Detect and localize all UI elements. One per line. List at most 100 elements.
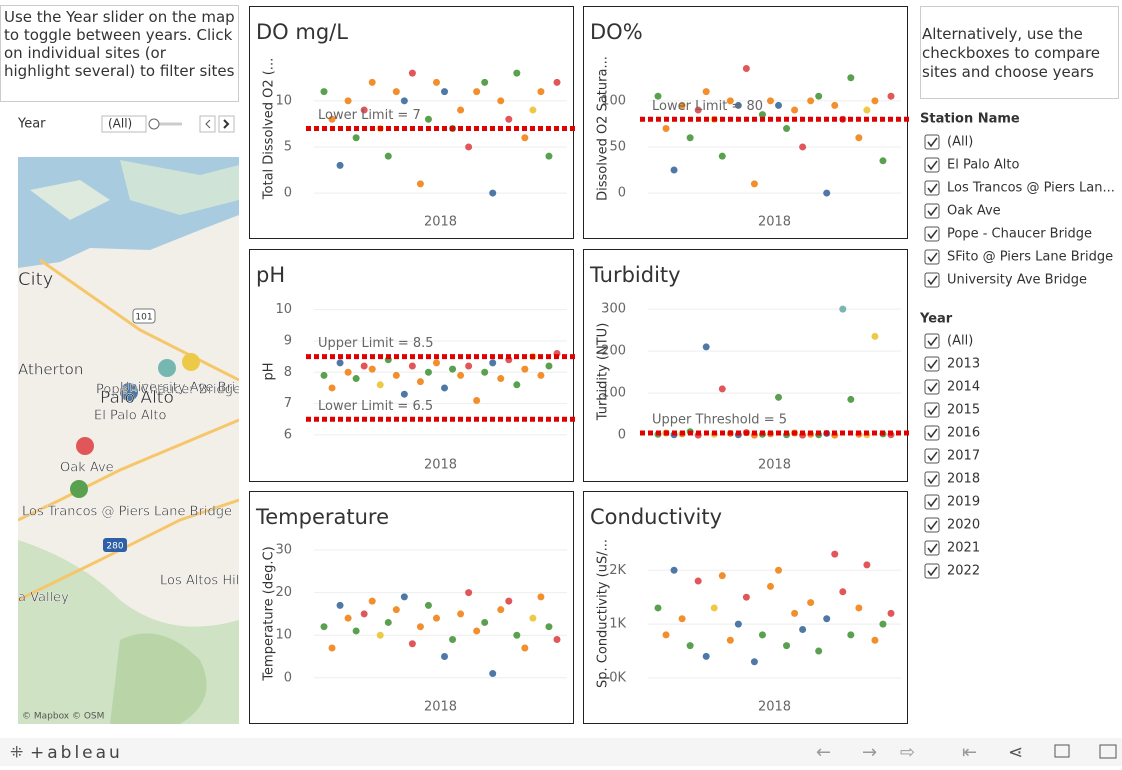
y-tick-label: 1K bbox=[609, 617, 626, 632]
y-axis-label: pH bbox=[262, 362, 277, 380]
data-point bbox=[727, 637, 734, 644]
data-point bbox=[401, 391, 408, 398]
checkbox[interactable] bbox=[925, 334, 939, 348]
filter-option[interactable]: Pope - Chaucer Bridge bbox=[947, 227, 1092, 242]
data-point bbox=[497, 606, 504, 613]
data-point bbox=[473, 88, 480, 95]
data-point bbox=[711, 604, 718, 611]
chart-title: Temperature bbox=[255, 505, 389, 529]
data-point bbox=[807, 599, 814, 606]
data-point bbox=[831, 102, 838, 109]
checkbox[interactable] bbox=[925, 380, 939, 394]
share[interactable]: ⋖ bbox=[1008, 742, 1023, 763]
y-tick-label: 9 bbox=[284, 333, 292, 348]
filter-option[interactable]: 2020 bbox=[947, 518, 980, 533]
checkbox[interactable] bbox=[925, 495, 939, 509]
station-dot[interactable] bbox=[76, 437, 94, 455]
data-point bbox=[337, 602, 344, 609]
filter-option[interactable]: 2019 bbox=[947, 495, 980, 510]
data-point bbox=[441, 384, 448, 391]
checkbox[interactable] bbox=[925, 158, 939, 172]
slider-thumb[interactable] bbox=[149, 119, 159, 129]
data-point bbox=[353, 134, 360, 141]
data-point bbox=[855, 134, 862, 141]
data-point bbox=[433, 359, 440, 366]
data-point bbox=[791, 107, 798, 114]
filter-option[interactable]: (All) bbox=[947, 334, 973, 349]
station-dot[interactable] bbox=[158, 359, 176, 377]
next-button[interactable] bbox=[219, 116, 234, 132]
reset[interactable]: ⇤ bbox=[962, 742, 977, 763]
checkbox[interactable] bbox=[925, 204, 939, 218]
checkbox[interactable] bbox=[925, 250, 939, 264]
chart-title: pH bbox=[256, 263, 285, 287]
checkbox[interactable] bbox=[925, 135, 939, 149]
data-point bbox=[473, 627, 480, 634]
redo[interactable]: → bbox=[862, 742, 877, 763]
filter-option[interactable]: 2017 bbox=[947, 449, 980, 464]
filter-option[interactable]: 2013 bbox=[947, 357, 980, 372]
y-tick-label: 0K bbox=[609, 670, 626, 685]
station-dot[interactable] bbox=[182, 353, 200, 371]
checkbox[interactable] bbox=[925, 564, 939, 578]
filter-option[interactable]: 2021 bbox=[947, 541, 980, 556]
checkbox[interactable] bbox=[925, 426, 939, 440]
data-point bbox=[457, 372, 464, 379]
filter-option[interactable]: SFito @ Piers Lane Bridge bbox=[947, 250, 1113, 265]
data-point bbox=[719, 153, 726, 160]
map-label: City bbox=[18, 269, 54, 290]
data-point bbox=[529, 615, 536, 622]
x-axis-label: 2018 bbox=[424, 700, 457, 715]
checkbox[interactable] bbox=[925, 273, 939, 287]
data-point bbox=[719, 572, 726, 579]
data-point bbox=[847, 74, 854, 81]
revert[interactable]: ⇨ bbox=[900, 742, 915, 763]
checkbox[interactable] bbox=[925, 541, 939, 555]
filter-option[interactable]: 2022 bbox=[947, 564, 980, 579]
filter-title: Station Name bbox=[920, 112, 1020, 127]
instruction-text: Use the Year slider on the map to toggle… bbox=[4, 8, 236, 80]
checkbox[interactable] bbox=[925, 518, 939, 532]
data-point bbox=[871, 333, 878, 340]
data-point bbox=[879, 621, 886, 628]
data-point bbox=[481, 619, 488, 626]
filter-option[interactable]: 2015 bbox=[947, 403, 980, 418]
checkbox[interactable] bbox=[925, 472, 939, 486]
checkbox[interactable] bbox=[925, 449, 939, 463]
data-point bbox=[703, 88, 710, 95]
filter-option[interactable]: University Ave Bridge bbox=[947, 273, 1087, 288]
checkbox[interactable] bbox=[925, 403, 939, 417]
y-tick-label: 10 bbox=[275, 302, 292, 317]
y-tick-label: 6 bbox=[284, 427, 292, 442]
tableau-logo[interactable]: +ableau bbox=[30, 743, 123, 763]
data-point bbox=[481, 369, 488, 376]
data-point bbox=[655, 604, 662, 611]
station-dot[interactable] bbox=[70, 480, 88, 498]
data-point bbox=[465, 363, 472, 370]
undo[interactable]: ← bbox=[816, 742, 831, 763]
data-point bbox=[775, 102, 782, 109]
filter-option[interactable]: El Palo Alto bbox=[947, 158, 1019, 173]
checkbox[interactable] bbox=[925, 227, 939, 241]
data-point bbox=[473, 397, 480, 404]
reference-label: Lower Limit = 6.5 bbox=[318, 399, 433, 414]
tableau-icon: ⁜ bbox=[10, 743, 23, 762]
checkbox[interactable] bbox=[925, 357, 939, 371]
filter-option[interactable]: 2014 bbox=[947, 380, 980, 395]
data-point bbox=[321, 623, 328, 630]
prev-button[interactable] bbox=[200, 116, 215, 132]
data-point bbox=[353, 627, 360, 634]
checkbox[interactable] bbox=[925, 181, 939, 195]
filter-option[interactable]: 2016 bbox=[947, 426, 980, 441]
data-point bbox=[775, 567, 782, 574]
data-point bbox=[433, 79, 440, 86]
data-point bbox=[425, 602, 432, 609]
filter-option[interactable]: Oak Ave bbox=[947, 204, 1001, 219]
data-point bbox=[505, 116, 512, 123]
data-point bbox=[329, 644, 336, 651]
filter-option[interactable]: Los Trancos @ Piers Lan... bbox=[947, 181, 1115, 196]
filter-option[interactable]: (All) bbox=[947, 135, 973, 150]
filter-option[interactable]: 2018 bbox=[947, 472, 980, 487]
map-label: Palo Alto bbox=[100, 388, 174, 408]
